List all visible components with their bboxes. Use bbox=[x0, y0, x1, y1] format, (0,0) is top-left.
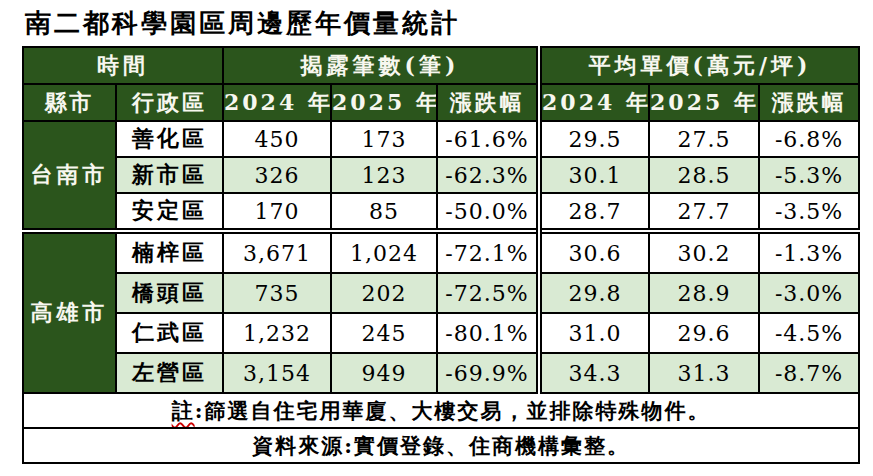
district-cell: 安定區 bbox=[116, 193, 223, 231]
table-row: 橋頭區735202-72.5%29.828.9-3.0% bbox=[23, 273, 859, 313]
column-header-district: 行政區 bbox=[116, 84, 223, 121]
district-cell: 楠梓區 bbox=[116, 231, 223, 273]
value-cell: -6.8% bbox=[759, 121, 859, 157]
value-cell: -72.1% bbox=[437, 231, 539, 273]
table-footer: 註:篩選自住宅用華廈、大樓交易，並排除特殊物件。 資料來源:實價登錄、住商機構彙… bbox=[23, 393, 859, 463]
value-cell: 173 bbox=[331, 121, 437, 157]
header-group-time: 時間 bbox=[23, 47, 223, 84]
value-cell: -69.9% bbox=[437, 353, 539, 393]
note-text: 註:篩選自住宅用華廈、大樓交易，並排除特殊物件。 bbox=[23, 393, 859, 428]
note-row: 註:篩選自住宅用華廈、大樓交易，並排除特殊物件。 bbox=[23, 393, 859, 428]
district-cell: 善化區 bbox=[116, 121, 223, 157]
value-cell: 1,232 bbox=[223, 313, 331, 353]
district-cell: 仁武區 bbox=[116, 313, 223, 353]
value-cell: 29.8 bbox=[539, 273, 649, 313]
note-body: :篩選自住宅用華廈、大樓交易，並排除特殊物件。 bbox=[195, 398, 711, 423]
column-header-city: 縣市 bbox=[23, 84, 116, 121]
value-cell: -4.5% bbox=[759, 313, 859, 353]
column-header-price-change: 漲跌幅 bbox=[759, 84, 859, 121]
city-cell: 台南市 bbox=[23, 121, 116, 231]
value-cell: 30.1 bbox=[539, 157, 649, 193]
value-cell: 326 bbox=[223, 157, 331, 193]
stats-table: 時間 揭露筆數(筆) 平均單價(萬元/坪) 縣市 行政區 2024 年 2025… bbox=[22, 46, 860, 464]
source-text: 資料來源:實價登錄、住商機構彙整。 bbox=[23, 428, 859, 463]
value-cell: -50.0% bbox=[437, 193, 539, 231]
column-header-price-2025: 2025 年 bbox=[649, 84, 759, 121]
value-cell: 3,154 bbox=[223, 353, 331, 393]
header-group-row: 時間 揭露筆數(筆) 平均單價(萬元/坪) bbox=[23, 47, 859, 84]
table-body: 台南市善化區450173-61.6%29.527.5-6.8%新市區326123… bbox=[23, 121, 859, 393]
table-row: 安定區17085-50.0%28.727.7-3.5% bbox=[23, 193, 859, 231]
district-cell: 左營區 bbox=[116, 353, 223, 393]
note-prefix-spellcheck: 註 bbox=[172, 398, 195, 423]
city-cell: 高雄市 bbox=[23, 231, 116, 393]
column-header-price-2024: 2024 年 bbox=[539, 84, 649, 121]
value-cell: 245 bbox=[331, 313, 437, 353]
value-cell: -3.5% bbox=[759, 193, 859, 231]
value-cell: 27.7 bbox=[649, 193, 759, 231]
table-row: 台南市善化區450173-61.6%29.527.5-6.8% bbox=[23, 121, 859, 157]
value-cell: -5.3% bbox=[759, 157, 859, 193]
value-cell: 28.5 bbox=[649, 157, 759, 193]
value-cell: 450 bbox=[223, 121, 331, 157]
value-cell: 34.3 bbox=[539, 353, 649, 393]
value-cell: -3.0% bbox=[759, 273, 859, 313]
value-cell: 123 bbox=[331, 157, 437, 193]
table-row: 左營區3,154949-69.9%34.331.3-8.7% bbox=[23, 353, 859, 393]
source-row: 資料來源:實價登錄、住商機構彙整。 bbox=[23, 428, 859, 463]
header-group-count: 揭露筆數(筆) bbox=[223, 47, 539, 84]
table-row: 高雄市楠梓區3,6711,024-72.1%30.630.2-1.3% bbox=[23, 231, 859, 273]
table-row: 新市區326123-62.3%30.128.5-5.3% bbox=[23, 157, 859, 193]
table-header: 時間 揭露筆數(筆) 平均單價(萬元/坪) 縣市 行政區 2024 年 2025… bbox=[23, 47, 859, 121]
value-cell: 31.3 bbox=[649, 353, 759, 393]
value-cell: -61.6% bbox=[437, 121, 539, 157]
column-header-count-2025: 2025 年 bbox=[331, 84, 437, 121]
value-cell: 28.9 bbox=[649, 273, 759, 313]
value-cell: 30.2 bbox=[649, 231, 759, 273]
value-cell: 3,671 bbox=[223, 231, 331, 273]
value-cell: 29.5 bbox=[539, 121, 649, 157]
value-cell: -1.3% bbox=[759, 231, 859, 273]
column-header-count-change: 漲跌幅 bbox=[437, 84, 539, 121]
value-cell: 202 bbox=[331, 273, 437, 313]
value-cell: 85 bbox=[331, 193, 437, 231]
district-cell: 橋頭區 bbox=[116, 273, 223, 313]
page-title: 南二都科學園區周邊歷年價量統計 bbox=[25, 6, 873, 41]
value-cell: 30.6 bbox=[539, 231, 649, 273]
table-row: 仁武區1,232245-80.1%31.029.6-4.5% bbox=[23, 313, 859, 353]
column-header-row: 縣市 行政區 2024 年 2025 年 漲跌幅 2024 年 2025 年 漲… bbox=[23, 84, 859, 121]
value-cell: 1,024 bbox=[331, 231, 437, 273]
value-cell: -72.5% bbox=[437, 273, 539, 313]
value-cell: 27.5 bbox=[649, 121, 759, 157]
value-cell: 949 bbox=[331, 353, 437, 393]
column-header-count-2024: 2024 年 bbox=[223, 84, 331, 121]
value-cell: 31.0 bbox=[539, 313, 649, 353]
value-cell: 29.6 bbox=[649, 313, 759, 353]
header-group-price: 平均單價(萬元/坪) bbox=[539, 47, 859, 84]
value-cell: 735 bbox=[223, 273, 331, 313]
value-cell: -62.3% bbox=[437, 157, 539, 193]
value-cell: 170 bbox=[223, 193, 331, 231]
value-cell: 28.7 bbox=[539, 193, 649, 231]
value-cell: -8.7% bbox=[759, 353, 859, 393]
value-cell: -80.1% bbox=[437, 313, 539, 353]
district-cell: 新市區 bbox=[116, 157, 223, 193]
